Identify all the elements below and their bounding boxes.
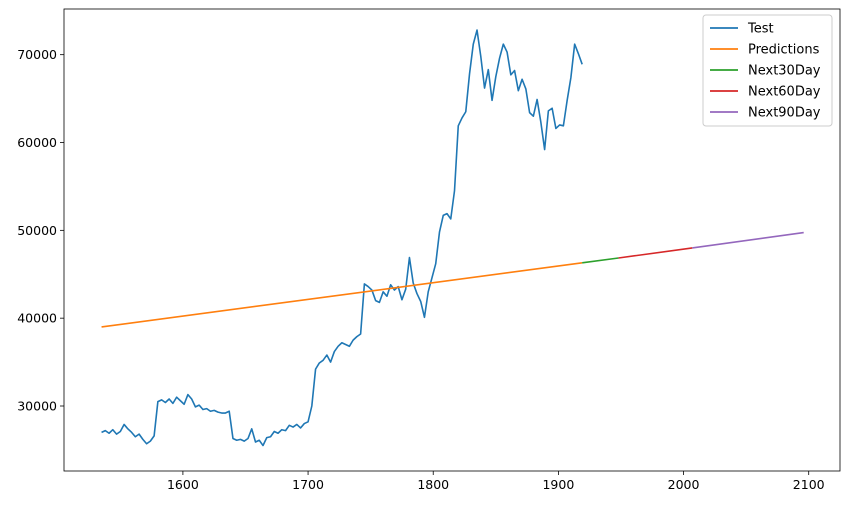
series-line-test [101,29,583,447]
series-line-next60day [618,247,693,259]
y-tick-label: 40000 [17,311,57,326]
legend: Test Predictions Next30Day Next60Day Next90D… [702,14,833,127]
plot-frame [63,8,841,472]
series-line-next30day [582,257,619,264]
y-tick-label: 50000 [17,223,57,238]
legend-label: Predictions [748,43,820,58]
series-line-predictions [101,262,583,328]
legend-label: Next60Day [748,85,821,100]
x-tick-label: 1700 [292,477,324,492]
x-tick-label: 1800 [417,477,449,492]
series-layer [101,29,804,447]
x-tick-label: 2100 [793,477,825,492]
legend-label: Next90Day [748,106,821,121]
x-tick-label: 1600 [167,477,199,492]
legend-label: Test [747,22,774,37]
y-tick-label: 70000 [17,47,57,62]
x-tick-label: 1900 [542,477,574,492]
legend-box [702,14,833,127]
x-axis: 1600 1700 1800 1900 2000 2100 [167,471,825,492]
y-axis: 30000 40000 50000 60000 70000 [17,47,64,414]
y-tick-label: 60000 [17,135,57,150]
y-tick-label: 30000 [17,399,57,414]
series-line-next90day [692,231,804,249]
x-tick-label: 2000 [668,477,700,492]
legend-label: Next30Day [748,64,821,79]
